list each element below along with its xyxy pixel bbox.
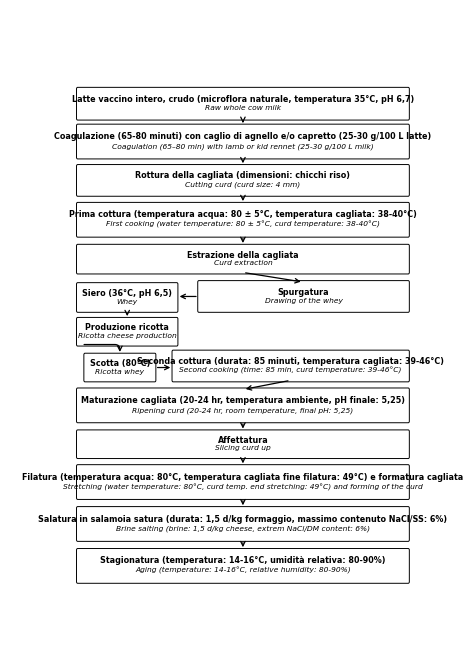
Text: Siero (36°C, pH 6,5): Siero (36°C, pH 6,5) bbox=[82, 289, 172, 298]
FancyBboxPatch shape bbox=[198, 281, 410, 312]
Text: Latte vaccino intero, crudo (microflora naturale, temperatura 35°C, pH 6,7): Latte vaccino intero, crudo (microflora … bbox=[72, 94, 414, 104]
Text: Cutting curd (curd size: 4 mm): Cutting curd (curd size: 4 mm) bbox=[185, 181, 301, 188]
FancyBboxPatch shape bbox=[76, 507, 410, 541]
FancyBboxPatch shape bbox=[76, 203, 410, 237]
FancyBboxPatch shape bbox=[76, 244, 410, 274]
Text: Affettatura: Affettatura bbox=[218, 436, 268, 445]
Text: Filatura (temperatura acqua: 80°C, temperatura cagliata fine filatura: 49°C) e f: Filatura (temperatura acqua: 80°C, tempe… bbox=[22, 473, 464, 481]
FancyBboxPatch shape bbox=[76, 465, 410, 499]
Text: Stagionatura (temperatura: 14-16°C, umidità relativa: 80-90%): Stagionatura (temperatura: 14-16°C, umid… bbox=[100, 556, 386, 566]
Text: Salatura in salamoia satura (durata: 1,5 d/kg formaggio, massimo contenuto NaCl/: Salatura in salamoia satura (durata: 1,5… bbox=[38, 515, 447, 524]
FancyBboxPatch shape bbox=[76, 548, 410, 583]
Text: Drawing of the whey: Drawing of the whey bbox=[264, 298, 343, 304]
Text: Maturazione cagliata (20-24 hr, temperatura ambiente, pH finale: 5,25): Maturazione cagliata (20-24 hr, temperat… bbox=[81, 396, 405, 405]
Text: Estrazione della cagliata: Estrazione della cagliata bbox=[187, 250, 299, 260]
Text: Seconda cottura (durata: 85 minuti, temperatura cagliata: 39-46°C): Seconda cottura (durata: 85 minuti, temp… bbox=[137, 357, 444, 366]
Text: Coagulation (65–80 min) with lamb or kid rennet (25-30 g/100 L milk): Coagulation (65–80 min) with lamb or kid… bbox=[112, 143, 374, 150]
Text: Aging (temperature: 14-16°C, relative humidity: 80-90%): Aging (temperature: 14-16°C, relative hu… bbox=[135, 567, 351, 574]
Text: Second cooking (time: 85 min, curd temperature: 39-46°C): Second cooking (time: 85 min, curd tempe… bbox=[180, 367, 402, 374]
Text: Slicing curd up: Slicing curd up bbox=[215, 445, 271, 451]
Text: Spurgatura: Spurgatura bbox=[278, 288, 329, 297]
Text: Rottura della cagliata (dimensioni: chicchi riso): Rottura della cagliata (dimensioni: chic… bbox=[136, 171, 350, 181]
FancyBboxPatch shape bbox=[76, 388, 410, 423]
FancyBboxPatch shape bbox=[76, 283, 178, 312]
FancyBboxPatch shape bbox=[76, 430, 410, 459]
Text: Scotta (80°C): Scotta (80°C) bbox=[90, 359, 150, 368]
FancyBboxPatch shape bbox=[172, 350, 410, 382]
FancyBboxPatch shape bbox=[76, 317, 178, 346]
FancyBboxPatch shape bbox=[76, 165, 410, 197]
Text: Coagulazione (65-80 minuti) con caglio di agnello e/o capretto (25-30 g/100 L la: Coagulazione (65-80 minuti) con caglio d… bbox=[55, 132, 431, 141]
Text: Ricotta cheese production: Ricotta cheese production bbox=[78, 333, 177, 339]
FancyBboxPatch shape bbox=[76, 88, 410, 120]
Text: Stretching (water temperature: 80°C, curd temp. end stretching: 49°C) and formin: Stretching (water temperature: 80°C, cur… bbox=[63, 483, 423, 491]
Text: Brine salting (brine: 1,5 d/kg cheese, extrem NaCl/DM content: 6%): Brine salting (brine: 1,5 d/kg cheese, e… bbox=[116, 526, 370, 533]
Text: First cooking (water temperature: 80 ± 5°C, curd temperature: 38-40°C): First cooking (water temperature: 80 ± 5… bbox=[106, 221, 380, 228]
Text: Curd extraction: Curd extraction bbox=[214, 260, 272, 266]
Text: Ricotta whey: Ricotta whey bbox=[95, 369, 145, 374]
Text: Produzione ricotta: Produzione ricotta bbox=[85, 323, 169, 332]
Text: Ripening curd (20-24 hr, room temperature, final pH: 5,25): Ripening curd (20-24 hr, room temperatur… bbox=[132, 407, 354, 414]
FancyBboxPatch shape bbox=[76, 124, 410, 159]
Text: Prima cottura (temperatura acqua: 80 ± 5°C, temperatura cagliata: 38-40°C): Prima cottura (temperatura acqua: 80 ± 5… bbox=[69, 210, 417, 219]
FancyBboxPatch shape bbox=[84, 353, 156, 382]
Text: Whey: Whey bbox=[117, 299, 138, 305]
Text: Raw whole cow milk: Raw whole cow milk bbox=[205, 106, 281, 112]
